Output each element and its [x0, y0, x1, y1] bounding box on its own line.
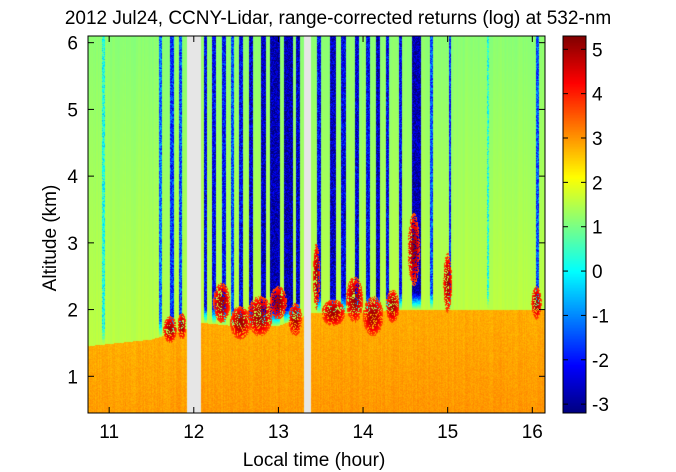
y-tick-label: 5: [67, 100, 78, 121]
y-tick-label: 6: [67, 34, 78, 55]
colorbar-tick-label: 5: [592, 40, 603, 61]
colorbar-ticks: [563, 48, 586, 405]
colorbar-tick-label: 4: [592, 85, 603, 106]
y-tick-label: 3: [67, 234, 78, 255]
y-tick-label: 1: [67, 367, 78, 388]
x-tick-label: 12: [183, 422, 204, 443]
colorbar-tick-label: 3: [592, 129, 603, 150]
colorbar: [562, 35, 587, 414]
plot-area: [87, 35, 546, 414]
colorbar-tick-label: 1: [592, 218, 603, 239]
plot-ticks: [88, 36, 545, 413]
y-tick-label: 2: [67, 301, 78, 322]
colorbar-tick-label: -2: [592, 351, 609, 372]
x-tick-label: 15: [437, 422, 458, 443]
x-tick-label: 13: [268, 422, 289, 443]
colorbar-tick-label: -3: [592, 395, 609, 416]
colorbar-tick-label: 0: [592, 262, 603, 283]
colorbar-gradient: [563, 36, 586, 413]
plot-frame: [87, 35, 546, 414]
colorbar-tick-label: 2: [592, 173, 603, 194]
x-tick-label: 14: [352, 422, 374, 443]
x-tick-label: 16: [522, 422, 543, 443]
colorbar-tick-label: -1: [592, 306, 609, 327]
y-tick-label: 4: [67, 167, 78, 188]
colorbar-tick-labels: 5 4 3 2 1 0 -1 -2 -3: [592, 40, 609, 416]
y-axis-label: Altitude (km): [40, 185, 61, 292]
chart-title: 2012 Jul24, CCNY-Lidar, range-corrected …: [65, 8, 611, 29]
x-tick-labels: 11 12 13 14 15 16: [99, 422, 543, 443]
y-tick-labels: 1 2 3 4 5 6: [67, 34, 78, 389]
x-axis-label: Local time (hour): [243, 450, 386, 471]
x-tick-label: 11: [99, 422, 119, 443]
colorbar-frame: [562, 35, 587, 414]
backscatter-heatmap: [88, 36, 545, 413]
